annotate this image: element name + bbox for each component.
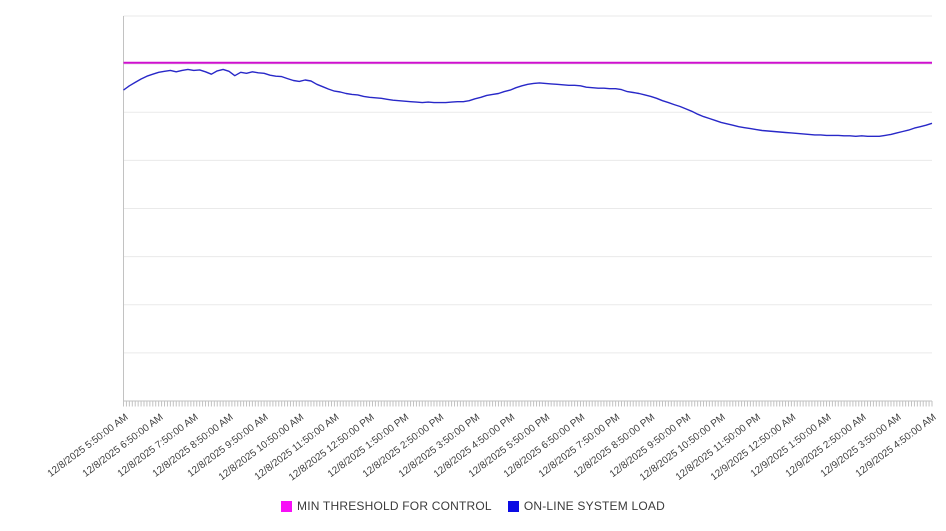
legend-item-system-load[interactable]: ON-LINE SYSTEM LOAD: [507, 499, 665, 513]
system-load-line: [123, 68, 933, 138]
legend-item-min-threshold[interactable]: MIN THRESHOLD FOR CONTROL: [281, 499, 492, 513]
threshold-swatch-icon: [281, 500, 293, 512]
x-axis-minor-ticks: [123, 401, 933, 407]
chart-legend: MIN THRESHOLD FOR CONTROL ON-LINE SYSTEM…: [0, 499, 946, 513]
legend-label: MIN THRESHOLD FOR CONTROL: [297, 499, 492, 513]
load-swatch-icon: [507, 500, 519, 512]
legend-label: ON-LINE SYSTEM LOAD: [523, 499, 665, 513]
